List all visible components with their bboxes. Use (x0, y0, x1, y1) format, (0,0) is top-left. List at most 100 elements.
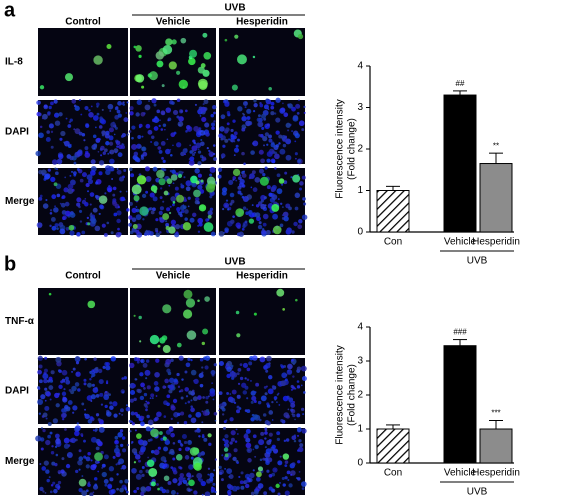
nucleus (187, 400, 191, 404)
nucleus (301, 376, 307, 382)
nucleus (84, 152, 91, 158)
nucleus (110, 356, 116, 362)
nucleus (47, 168, 51, 172)
nucleus (166, 138, 169, 141)
nucleus (120, 196, 126, 202)
nucleus (194, 151, 196, 154)
nucleus (267, 388, 274, 395)
nucleus (279, 223, 284, 228)
nucleus (168, 389, 173, 394)
nucleus (45, 439, 51, 446)
nucleus (221, 156, 224, 159)
nucleus (185, 148, 188, 151)
column-label: Control (65, 271, 101, 282)
nucleus (96, 112, 100, 116)
nucleus (279, 202, 283, 205)
nucleus (71, 385, 77, 392)
green-signal (133, 195, 140, 202)
significance-label: *** (491, 409, 500, 418)
nucleus (298, 219, 303, 224)
green-signal (141, 85, 145, 89)
green-signal (186, 330, 197, 340)
nucleus (290, 402, 296, 408)
nucleus (295, 103, 301, 109)
nucleus (296, 427, 302, 432)
nucleus (80, 433, 84, 437)
nucleus (39, 462, 42, 466)
nucleus (294, 152, 298, 156)
nucleus (125, 404, 128, 407)
nucleus (276, 437, 281, 441)
nucleus (154, 371, 160, 378)
nucleus (255, 204, 260, 208)
nucleus (90, 159, 96, 165)
nucleus (135, 208, 140, 213)
nucleus (69, 230, 75, 236)
nucleus (83, 455, 87, 459)
nucleus (71, 99, 77, 104)
green-signal (268, 86, 272, 91)
nucleus (190, 407, 195, 413)
nucleus (141, 415, 145, 420)
image-background (219, 28, 305, 96)
nucleus (141, 146, 147, 152)
green-signal (189, 447, 199, 456)
nucleus (230, 135, 235, 140)
nucleus (299, 443, 304, 448)
nucleus (129, 167, 133, 172)
nucleus (235, 489, 238, 492)
nucleus (256, 117, 262, 122)
nucleus (272, 213, 278, 220)
nucleus (46, 130, 50, 134)
y-axis-label: Fluorescence intensity (335, 345, 346, 445)
nucleus (209, 195, 213, 199)
nucleus (193, 490, 198, 495)
nucleus (218, 231, 225, 237)
nucleus (264, 453, 267, 456)
green-signal (176, 194, 185, 203)
nucleus (56, 227, 59, 230)
nucleus (105, 130, 110, 135)
nucleus (172, 109, 179, 115)
nucleus (294, 387, 297, 390)
nucleus (121, 413, 124, 416)
nucleus (293, 221, 298, 227)
nucleus (164, 220, 168, 223)
nucleus (187, 477, 190, 481)
image-background (38, 288, 128, 355)
nucleus (198, 372, 204, 379)
nucleus (227, 101, 230, 104)
image-background (130, 288, 216, 355)
nucleus (296, 366, 302, 372)
nucleus (50, 370, 55, 375)
nucleus (285, 438, 290, 442)
nucleus (178, 476, 185, 483)
nucleus (48, 385, 54, 391)
nucleus (228, 138, 231, 141)
nucleus (211, 122, 216, 127)
nucleus (247, 210, 252, 215)
nucleus (160, 128, 164, 131)
nucleus (131, 207, 137, 213)
nucleus (106, 362, 110, 367)
nucleus (89, 416, 94, 420)
nucleus (271, 194, 278, 200)
nucleus (268, 192, 273, 197)
green-signal (236, 333, 241, 338)
green-signal (204, 296, 210, 302)
nucleus (154, 227, 159, 232)
nucleus (55, 100, 58, 104)
nucleus (109, 110, 112, 112)
nucleus (93, 147, 96, 150)
nucleus (244, 220, 248, 224)
green-signal (149, 334, 160, 345)
nucleus (246, 108, 252, 114)
nucleus (225, 199, 229, 202)
nucleus (147, 456, 150, 459)
nucleus (209, 476, 214, 482)
nucleus (192, 212, 197, 218)
nucleus (285, 373, 288, 376)
nucleus (121, 143, 124, 146)
green-signal (200, 179, 204, 183)
nucleus (94, 366, 99, 371)
